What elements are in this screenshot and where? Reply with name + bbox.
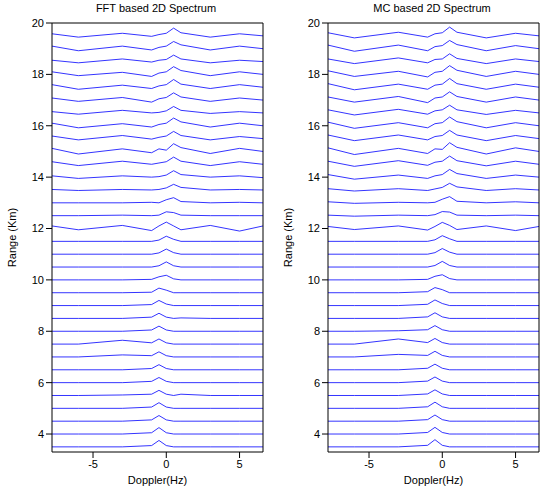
svg-text:18: 18 <box>308 68 320 80</box>
svg-text:20: 20 <box>32 18 44 29</box>
svg-text:12: 12 <box>308 222 320 234</box>
svg-text:5: 5 <box>512 458 518 470</box>
svg-text:0: 0 <box>163 458 169 470</box>
svg-text:Range (Km): Range (Km) <box>6 208 18 267</box>
svg-text:-5: -5 <box>364 458 374 470</box>
svg-text:4: 4 <box>38 428 44 440</box>
svg-text:10: 10 <box>32 274 44 286</box>
svg-text:0: 0 <box>439 458 445 470</box>
svg-text:20: 20 <box>308 18 320 29</box>
svg-text:Range (Km): Range (Km) <box>282 208 294 267</box>
svg-text:Doppler(Hz): Doppler(Hz) <box>128 474 187 486</box>
svg-text:14: 14 <box>308 171 320 183</box>
svg-text:8: 8 <box>314 325 320 337</box>
html-text:FFT based 2D Spectrum: FFT based 2D Spectrum <box>95 2 217 14</box>
svg-text:6: 6 <box>314 377 320 389</box>
svg-text:16: 16 <box>32 120 44 132</box>
svg-text:12: 12 <box>32 222 44 234</box>
svg-text:14: 14 <box>32 171 44 183</box>
svg-text:4: 4 <box>314 428 320 440</box>
svg-text:5: 5 <box>236 458 242 470</box>
svg-text:18: 18 <box>32 68 44 80</box>
svg-text:Doppler(Hz): Doppler(Hz) <box>404 474 463 486</box>
html-text:MC based 2D Spectrum: MC based 2D Spectrum <box>373 2 491 14</box>
svg-text:-5: -5 <box>88 458 98 470</box>
svg-text:6: 6 <box>38 377 44 389</box>
svg-text:16: 16 <box>308 120 320 132</box>
svg-text:8: 8 <box>38 325 44 337</box>
svg-text:10: 10 <box>308 274 320 286</box>
